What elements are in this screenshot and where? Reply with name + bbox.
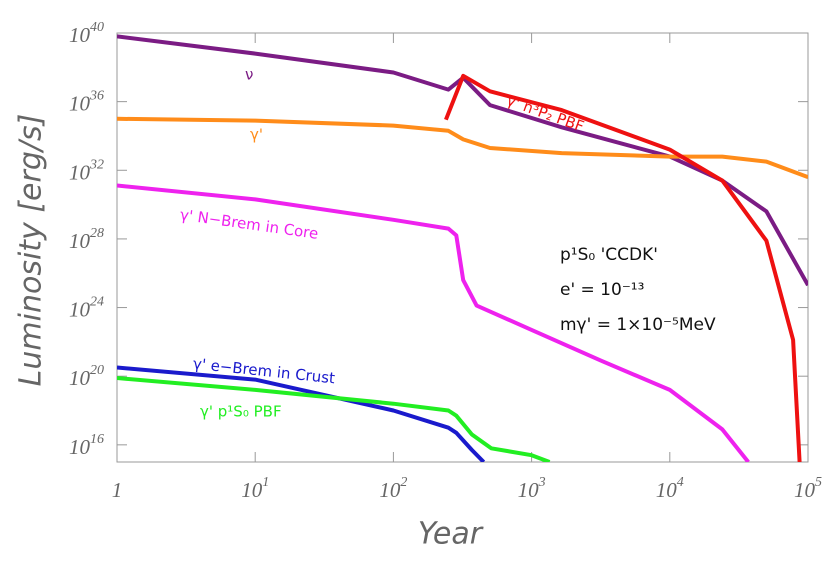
tick-base: 10 (69, 91, 91, 115)
series-label: ν (245, 66, 253, 84)
tick-base: 10 (241, 478, 263, 502)
tick-exponent: 2 (400, 475, 407, 490)
annotation: mγ' = 1×10⁻⁵MeV (560, 315, 716, 335)
series-label: γ' N−Brem in Core (179, 206, 320, 243)
tick-exponent: 20 (90, 363, 104, 378)
tick-exponent: 16 (90, 432, 104, 447)
tick-label: 1 (112, 478, 123, 502)
plot-frame (116, 32, 809, 463)
tick-exponent: 3 (538, 475, 546, 490)
tick-exponent: 4 (677, 475, 684, 490)
tick-exponent: 28 (90, 226, 104, 241)
tick-base: 10 (656, 478, 678, 502)
tick-base: 10 (379, 478, 401, 502)
tick-base: 10 (69, 297, 91, 321)
tick-base: 10 (69, 23, 91, 47)
tick-exponent: 36 (89, 89, 104, 104)
series-line (444, 73, 802, 462)
tick-base: 10 (794, 478, 816, 502)
y-axis-label: Luminosity [erg/s] (14, 114, 49, 387)
x-axis-label: Year (418, 517, 484, 552)
tick-label: 1020 (69, 363, 104, 390)
tick-base: 10 (518, 478, 540, 502)
tick-label: 1016 (69, 432, 104, 459)
tick-label: 1040 (69, 20, 104, 47)
tick-exponent: 32 (89, 157, 104, 172)
annotation: e' = 10⁻¹³ (560, 280, 644, 300)
tick-label: 102 (379, 475, 407, 502)
tick-base: 10 (69, 435, 91, 459)
tick-exponent: 1 (262, 475, 269, 490)
tick-label: 1028 (69, 226, 104, 253)
series-line (117, 365, 486, 462)
tick-exponent: 5 (815, 475, 822, 490)
tick-label: 103 (518, 475, 546, 502)
series-line (117, 34, 808, 287)
series-label: γ' p¹S₀ PBF (200, 403, 282, 421)
plot-area (117, 34, 808, 462)
tick-label: 1032 (69, 157, 104, 184)
tick-exponent: 24 (90, 295, 104, 310)
tick-label: 105 (794, 475, 822, 502)
tick-exponent: 40 (90, 20, 104, 35)
tick-base: 10 (69, 160, 91, 184)
tick-base: 10 (69, 366, 91, 390)
tick-label: 1036 (69, 89, 104, 116)
series-line (117, 116, 808, 179)
tick-base: 10 (69, 229, 91, 253)
annotation: p¹S₀ 'CCDK' (560, 245, 658, 265)
series-line (117, 376, 551, 462)
tick-label: 101 (241, 475, 269, 502)
series-label: γ' (250, 126, 263, 144)
series-line (117, 183, 750, 462)
tick-label: 104 (656, 475, 684, 502)
tick-label: 1024 (69, 295, 104, 322)
